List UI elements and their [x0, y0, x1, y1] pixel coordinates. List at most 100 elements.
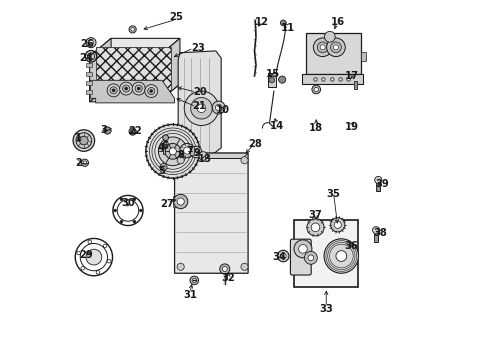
Circle shape	[149, 90, 152, 93]
Circle shape	[120, 220, 122, 223]
Text: 1: 1	[75, 133, 82, 143]
Circle shape	[374, 176, 381, 184]
Text: 39: 39	[375, 179, 388, 189]
Text: 15: 15	[265, 69, 279, 79]
Bar	[353, 81, 357, 89]
Circle shape	[241, 263, 247, 270]
Circle shape	[177, 263, 184, 270]
Circle shape	[190, 146, 202, 158]
Circle shape	[333, 45, 338, 50]
Circle shape	[330, 218, 344, 232]
Polygon shape	[89, 39, 180, 56]
Polygon shape	[89, 84, 180, 102]
Circle shape	[190, 276, 198, 285]
Circle shape	[73, 130, 94, 151]
Circle shape	[135, 85, 142, 92]
Circle shape	[129, 128, 136, 135]
Text: 27: 27	[160, 199, 174, 210]
Circle shape	[298, 244, 306, 253]
Text: 22: 22	[128, 126, 142, 135]
Text: 30: 30	[121, 198, 135, 208]
Circle shape	[160, 163, 167, 171]
Bar	[294, 220, 357, 287]
Circle shape	[173, 194, 187, 209]
Circle shape	[133, 220, 136, 223]
Circle shape	[324, 31, 335, 42]
Text: 34: 34	[272, 252, 286, 262]
Bar	[163, 146, 164, 154]
Circle shape	[184, 91, 218, 126]
Text: 25: 25	[169, 12, 183, 22]
Bar	[373, 233, 377, 242]
Text: 18: 18	[308, 123, 323, 133]
Circle shape	[192, 278, 196, 283]
Circle shape	[137, 87, 140, 90]
Circle shape	[139, 209, 142, 212]
Text: 24: 24	[79, 53, 93, 63]
Polygon shape	[174, 153, 247, 273]
Polygon shape	[174, 153, 247, 158]
Circle shape	[113, 209, 116, 212]
Bar	[190, 146, 193, 155]
Text: 4: 4	[158, 143, 164, 153]
Circle shape	[122, 85, 129, 92]
FancyBboxPatch shape	[290, 239, 310, 275]
Polygon shape	[305, 33, 361, 75]
Circle shape	[268, 77, 274, 83]
Circle shape	[86, 38, 96, 48]
Circle shape	[147, 87, 155, 95]
Circle shape	[307, 255, 313, 261]
Circle shape	[317, 42, 327, 53]
Circle shape	[215, 104, 222, 111]
Circle shape	[280, 253, 285, 259]
Text: 36: 36	[344, 241, 358, 251]
Circle shape	[164, 143, 180, 159]
Circle shape	[310, 223, 319, 231]
Circle shape	[313, 38, 331, 57]
Circle shape	[180, 143, 194, 158]
Circle shape	[80, 136, 88, 145]
Text: 16: 16	[330, 17, 344, 27]
Circle shape	[280, 20, 285, 26]
Bar	[96, 47, 171, 90]
Polygon shape	[178, 51, 221, 155]
Text: 32: 32	[221, 273, 235, 283]
Polygon shape	[302, 75, 362, 85]
Circle shape	[372, 226, 379, 234]
Circle shape	[163, 135, 168, 140]
Circle shape	[120, 198, 122, 201]
Text: 31: 31	[183, 291, 197, 301]
Bar	[267, 73, 275, 87]
Text: 2: 2	[75, 158, 82, 168]
Polygon shape	[89, 39, 111, 102]
Circle shape	[326, 38, 345, 57]
Circle shape	[193, 149, 199, 155]
Text: 20: 20	[192, 87, 206, 97]
Text: 13: 13	[198, 154, 212, 164]
Text: 37: 37	[308, 210, 322, 220]
Text: 6: 6	[161, 141, 168, 151]
Polygon shape	[86, 81, 92, 85]
Text: 29: 29	[79, 249, 93, 260]
Circle shape	[112, 89, 115, 92]
Circle shape	[81, 159, 88, 166]
Circle shape	[277, 250, 288, 262]
Circle shape	[88, 40, 93, 45]
Circle shape	[129, 26, 136, 33]
Circle shape	[293, 240, 311, 258]
Circle shape	[145, 125, 199, 178]
Polygon shape	[172, 196, 178, 207]
Circle shape	[212, 101, 224, 114]
Circle shape	[86, 249, 102, 265]
Circle shape	[219, 264, 229, 274]
Circle shape	[107, 84, 120, 97]
Circle shape	[131, 28, 134, 31]
Polygon shape	[86, 63, 92, 67]
Text: 9: 9	[193, 148, 200, 158]
Circle shape	[222, 266, 227, 271]
Circle shape	[177, 157, 184, 164]
Circle shape	[278, 76, 285, 83]
Text: 38: 38	[372, 228, 386, 238]
Polygon shape	[90, 80, 174, 103]
Bar	[376, 183, 379, 192]
